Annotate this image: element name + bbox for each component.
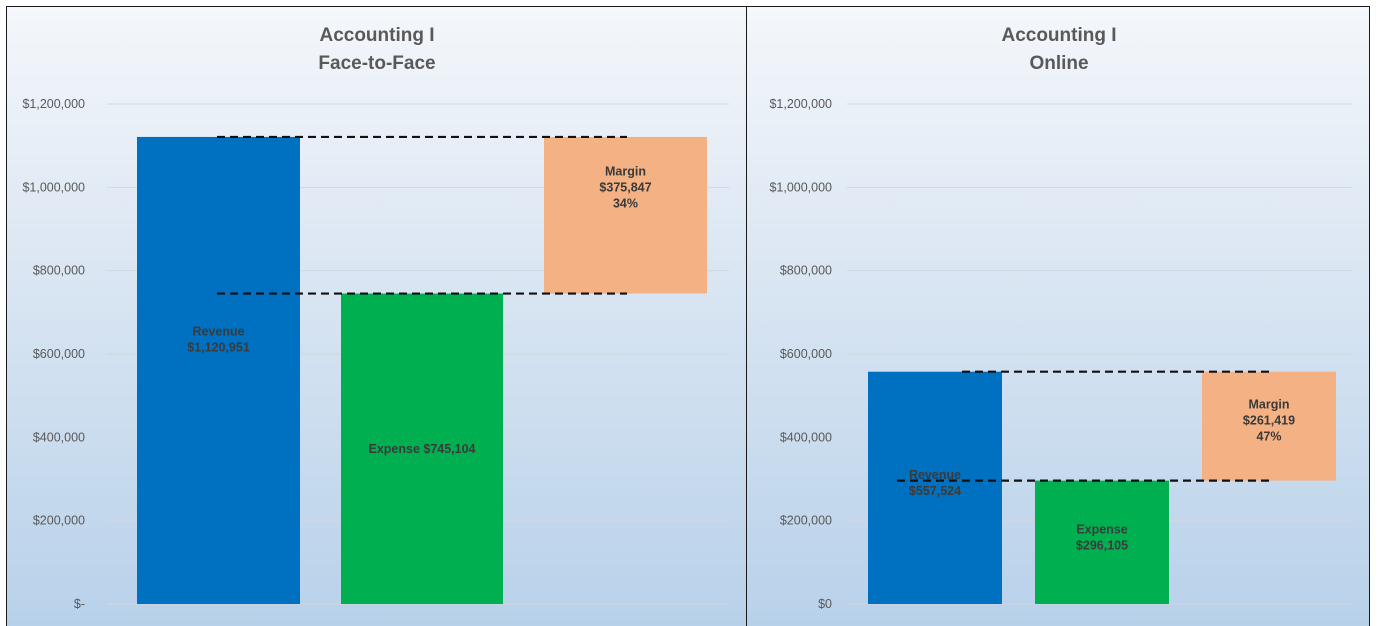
y-tick-label: $1,000,000 xyxy=(769,180,832,194)
chart-title-line: Accounting I xyxy=(1001,25,1116,46)
chart-title-line: Face-to-Face xyxy=(318,53,435,74)
y-tick-label: $- xyxy=(74,597,85,611)
data-label-margin: Margin xyxy=(1249,398,1290,412)
chart-title-line: Online xyxy=(1029,53,1088,74)
bar-revenue xyxy=(868,371,1002,604)
data-label-margin: 47% xyxy=(1256,430,1281,444)
chart-online-svg: Accounting I Online $0 $200,000 $400,000 $600… xyxy=(769,25,1352,611)
y-tick-label: $1,200,000 xyxy=(22,97,85,111)
data-label-revenue: Revenue xyxy=(192,324,244,338)
bar-margin xyxy=(544,136,707,294)
chart-title-line: Accounting I xyxy=(319,25,434,46)
data-label-revenue: Revenue xyxy=(909,468,961,482)
data-label-expense: Expense xyxy=(1076,522,1127,536)
bar-expense xyxy=(1035,480,1169,604)
chart-face-to-face-svg: Accounting I Face-to-Face $- $200,000 $400,0… xyxy=(22,25,729,611)
y-tick-label: $800,000 xyxy=(780,264,832,278)
bar-expense xyxy=(341,293,503,604)
y-tick-label: $600,000 xyxy=(33,347,85,361)
y-tick-label: $1,200,000 xyxy=(769,97,832,111)
chart-face-to-face: Accounting I Face-to-Face $- $200,000 $400,0… xyxy=(6,6,747,626)
data-label-expense: $296,105 xyxy=(1076,538,1128,552)
data-label-margin: Margin xyxy=(605,164,646,178)
data-label-margin: $261,419 xyxy=(1243,414,1295,428)
bar-revenue xyxy=(137,136,300,605)
y-tick-label: $0 xyxy=(818,597,832,611)
y-tick-label: $800,000 xyxy=(33,264,85,278)
y-tick-label: $200,000 xyxy=(33,514,85,528)
y-tick-label: $400,000 xyxy=(780,430,832,444)
data-label-expense: Expense $745,104 xyxy=(368,442,475,456)
y-tick-label: $400,000 xyxy=(33,430,85,444)
data-label-revenue: $1,120,951 xyxy=(187,340,250,354)
y-tick-label: $1,000,000 xyxy=(22,180,85,194)
bar-margin xyxy=(1202,371,1336,481)
data-label-revenue: $557,524 xyxy=(909,484,961,498)
y-tick-label: $200,000 xyxy=(780,514,832,528)
data-label-margin: $375,847 xyxy=(599,180,651,194)
chart-online: Accounting I Online $0 $200,000 $400,000 $600… xyxy=(746,6,1370,626)
y-tick-label: $600,000 xyxy=(780,347,832,361)
data-label-margin: 34% xyxy=(613,196,638,210)
